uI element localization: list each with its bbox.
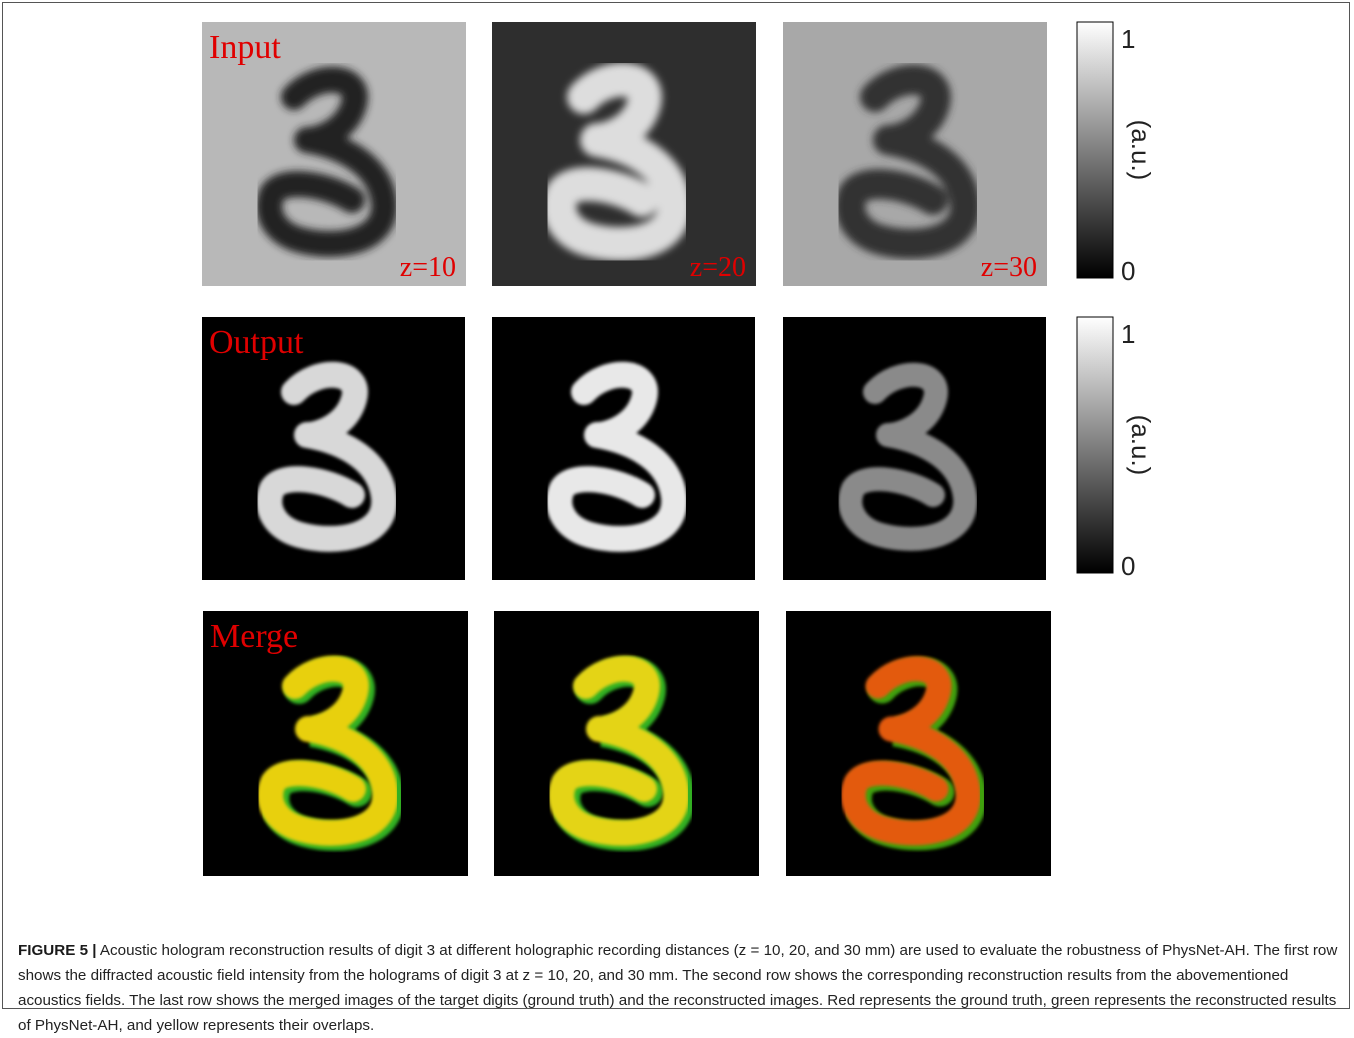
colorbar-label: (a.u.): [1126, 415, 1156, 476]
image-panel: z=30: [783, 22, 1047, 286]
distance-label: z=30: [981, 252, 1037, 283]
image-panel: [494, 611, 759, 876]
colorbar-tick: 1: [1121, 319, 1135, 349]
caption-text: Acoustic hologram reconstruction results…: [18, 942, 1337, 1034]
colorbar-tick: 1: [1121, 24, 1135, 54]
image-panel: [783, 317, 1046, 580]
distance-label: z=20: [690, 252, 746, 283]
image-panel: [492, 317, 755, 580]
colorbar: [1077, 317, 1113, 573]
colorbar-tick: 0: [1121, 551, 1135, 581]
distance-label: z=10: [400, 252, 456, 283]
colorbar-tick: 0: [1121, 256, 1135, 286]
colorbar: [1077, 22, 1113, 278]
row-label: Output: [209, 324, 304, 361]
colorbar-label: (a.u.): [1126, 120, 1156, 181]
row-label: Input: [209, 29, 281, 66]
image-panel: z=20: [492, 22, 756, 286]
caption: FIGURE 5 | Acoustic hologram reconstruct…: [18, 938, 1338, 1038]
caption-label: FIGURE 5 |: [18, 942, 97, 959]
image-panel: [786, 611, 1051, 876]
row-label: Merge: [210, 618, 298, 655]
figure: z=10 z=20 z=30 Input 1 0 (a.u.) Output 1 0 (a.u.) M…: [0, 0, 1354, 935]
page: z=10 z=20 z=30 Input 1 0 (a.u.) Output 1 0 (a.u.) M…: [0, 0, 1354, 1013]
